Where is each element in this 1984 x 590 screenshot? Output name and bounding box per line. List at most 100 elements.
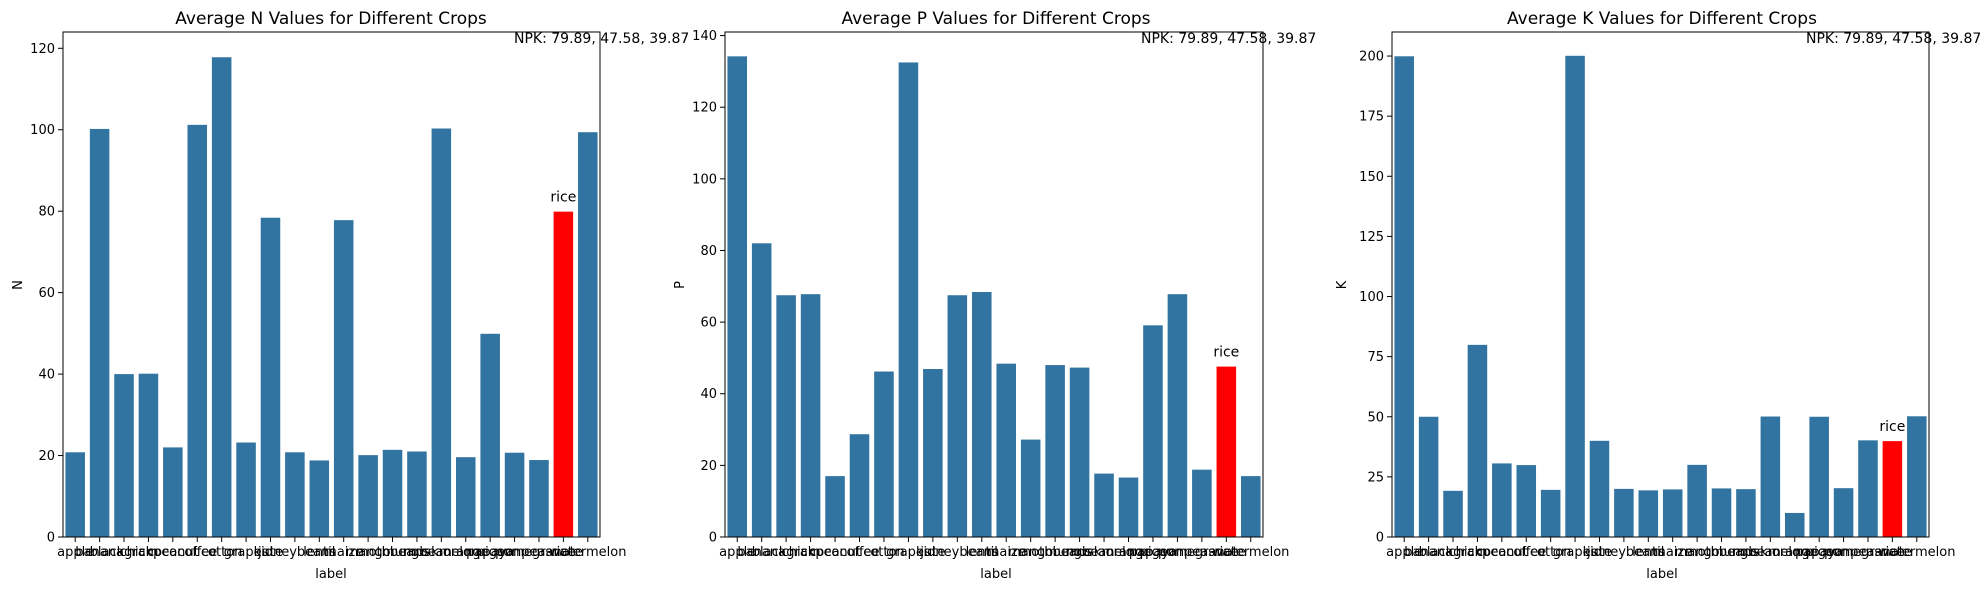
x-tick-label: mothbeans	[1685, 545, 1758, 560]
x-tick-label: cotton	[1530, 545, 1572, 560]
plot-frame-k	[1391, 31, 1930, 538]
x-tick-label: papaya	[466, 545, 514, 560]
x-tick-label: jute	[919, 545, 945, 560]
y-axis-label-p: P	[673, 281, 688, 289]
y-tick-label: 120	[30, 42, 55, 57]
chart-panel-n: Average N Values for Different Crops NPK…	[11, 9, 689, 582]
x-tick-label: grapes	[886, 545, 931, 560]
x-tick-label: orange	[443, 545, 489, 560]
x-tick-label: pomegranate	[1158, 545, 1246, 560]
bar-chickpea	[1467, 344, 1488, 537]
y-tick-label: 140	[692, 29, 717, 44]
bar-rice	[1216, 366, 1237, 537]
x-tick-label: apple	[1386, 545, 1422, 560]
bar-jute	[1589, 440, 1610, 537]
bars-p: rice	[727, 56, 1261, 537]
x-tick-label: pigeonpeas	[1140, 545, 1216, 560]
y-tick-label: 100	[692, 172, 717, 187]
x-tick-label: apple	[57, 545, 93, 560]
x-tick-label: cotton	[201, 545, 243, 560]
y-ticks-p: 0 20 40 60 80 100 120 140	[692, 29, 725, 546]
x-tick-label: orange	[1772, 545, 1818, 560]
x-tick-label: coffee	[177, 545, 217, 560]
y-tick-label: 75	[1367, 350, 1384, 365]
x-axis-label-k: label	[1646, 567, 1677, 582]
highlight-label-rice: rice	[1879, 419, 1905, 435]
bar-coconut	[163, 447, 183, 537]
bar-grapes	[898, 62, 919, 537]
bar-blackgram	[1443, 490, 1463, 537]
x-tick-label: muskmelon	[1066, 545, 1142, 560]
y-tick-label: 150	[1359, 170, 1384, 185]
bar-chickpea	[800, 294, 821, 537]
y-tick-label: 40	[38, 368, 55, 383]
npk-annotation-k: NPK: 79.89, 47.58, 39.87	[1806, 31, 1981, 47]
x-tick-label: mothbeans	[1019, 545, 1092, 560]
bar-jute	[260, 217, 281, 537]
x-tick-label: blackgram	[752, 545, 821, 560]
x-tick-label: coconut	[1476, 545, 1528, 560]
bar-mungbean	[407, 451, 427, 537]
bar-coconut	[825, 476, 845, 537]
x-tick-label: mothbeans	[356, 545, 429, 560]
bar-coffee	[187, 124, 208, 537]
npk-annotation-p: NPK: 79.89, 47.58, 39.87	[1141, 31, 1316, 47]
x-tick-label: blackgram	[90, 545, 159, 560]
bar-banana	[751, 243, 772, 537]
x-tick-label: papaya	[1129, 545, 1177, 560]
bar-mango	[358, 455, 378, 537]
y-tick-label: 50	[1367, 410, 1384, 425]
bar-papaya	[1143, 325, 1163, 537]
bar-lentil	[1638, 490, 1659, 537]
chart-title-k: Average K Values for Different Crops	[1507, 9, 1817, 29]
x-tick-label: cotton	[863, 545, 905, 560]
bar-pigeonpeas	[1833, 488, 1854, 537]
bar-coffee	[1516, 465, 1537, 537]
x-tick-label: maize	[1653, 545, 1692, 560]
bar-banana	[1418, 416, 1439, 537]
plot-frame-n	[62, 31, 601, 538]
x-tick-label: mungbean	[382, 545, 452, 560]
bar-watermelon	[578, 132, 598, 537]
bars-k: rice	[1394, 55, 1927, 538]
bar-mango	[1020, 439, 1041, 537]
y-axis-label-k: K	[1335, 280, 1350, 289]
x-tick-label: watermelon	[549, 545, 626, 560]
y-axis-label-n: N	[11, 280, 26, 290]
y-ticks-n: 0 20 40 60 80 100 120	[30, 42, 63, 546]
x-axis-label-p: label	[980, 567, 1011, 582]
y-tick-label: 60	[700, 316, 717, 331]
bar-maize	[333, 220, 354, 537]
x-tick-label: chickpea	[782, 545, 840, 560]
x-tick-label: pomegranate	[1824, 545, 1912, 560]
x-tick-label: muskmelon	[404, 545, 480, 560]
y-tick-label: 60	[38, 286, 55, 301]
bar-watermelon	[1907, 416, 1927, 537]
bar-pigeonpeas	[1167, 294, 1188, 537]
bar-papaya	[1809, 416, 1829, 537]
bar-mothbeans	[382, 449, 403, 537]
x-tick-label: papaya	[1795, 545, 1843, 560]
chart-title-p: Average P Values for Different Crops	[841, 9, 1150, 29]
x-tick-label: banana	[75, 545, 124, 560]
x-tick-label: watermelon	[1878, 545, 1955, 560]
y-tick-label: 25	[1367, 470, 1384, 485]
bar-blackgram	[776, 295, 796, 537]
x-tick-label: muskmelon	[1733, 545, 1809, 560]
x-tick-label: coffee	[839, 545, 879, 560]
x-tick-label: mango	[346, 545, 391, 560]
bar-rice	[553, 211, 574, 537]
bar-cotton	[1540, 489, 1561, 537]
x-tick-label: rice	[1214, 545, 1238, 560]
bar-muskmelon	[431, 128, 452, 537]
x-tick-label: lentil	[303, 545, 335, 560]
bar-coconut	[1492, 463, 1512, 537]
bar-chickpea	[138, 373, 159, 537]
highlight-label-rice: rice	[550, 190, 576, 206]
x-tick-label: kidneybeans	[254, 545, 337, 560]
highlight-label-rice: rice	[1213, 345, 1239, 361]
x-tick-label: grapes	[1553, 545, 1598, 560]
bar-rice	[1882, 441, 1903, 537]
y-tick-label: 20	[700, 459, 717, 474]
npk-annotation-n: NPK: 79.89, 47.58, 39.87	[514, 31, 689, 47]
